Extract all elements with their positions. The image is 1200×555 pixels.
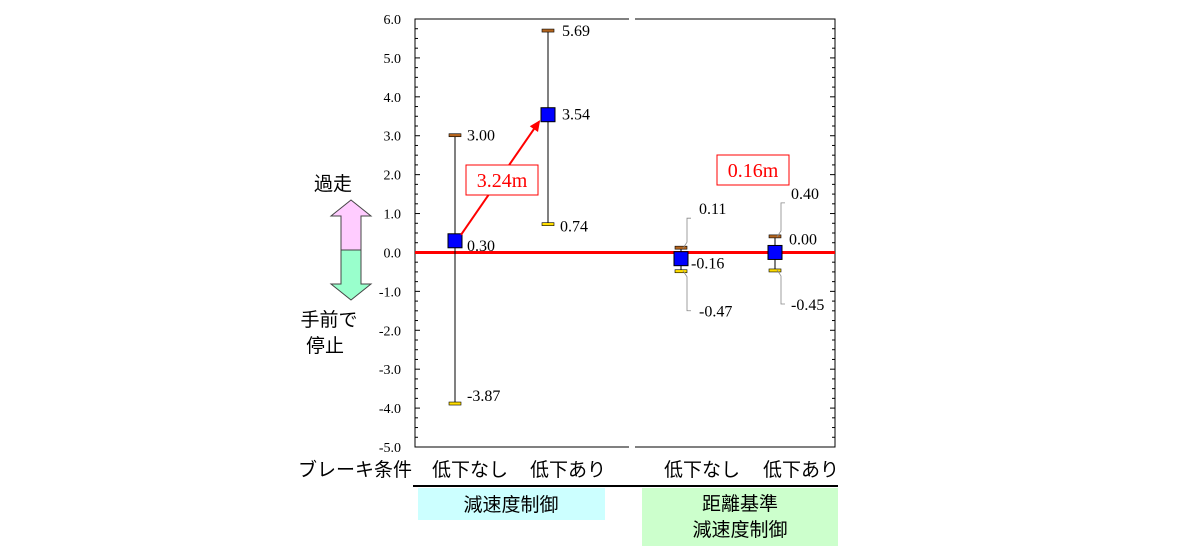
max-data-label: 3.00: [467, 128, 495, 145]
min-cap: [768, 268, 782, 273]
x-category-label: 低下あり: [763, 459, 839, 481]
max-label-leader: [682, 217, 691, 249]
y-tick-label: 5.0: [384, 52, 402, 67]
x-axis-title: ブレーキ条件: [298, 458, 412, 481]
max-data-label: 0.11: [699, 201, 726, 218]
frame-gap-top: [629, 17, 635, 21]
min-data-label: -3.87: [467, 388, 500, 405]
mean-data-label: 3.54: [562, 107, 590, 124]
overshoot-arrow: [329, 199, 373, 251]
annotation-text: 0.16m: [728, 160, 779, 182]
max-cap: [448, 133, 462, 138]
group-label-1: 減速度制御: [463, 494, 558, 516]
min-cap: [541, 222, 555, 226]
x-category-label: 低下なし: [664, 459, 740, 481]
y-tick-label: -5.0: [379, 441, 401, 456]
min-label-leader: [682, 270, 691, 312]
y-tick-label: 1.0: [384, 208, 402, 223]
annotation-text: 3.24m: [477, 170, 528, 192]
max-data-label: 0.40: [791, 186, 819, 203]
min-data-label: 0.74: [560, 219, 588, 236]
annotation-box: [716, 154, 790, 186]
y-tick-label: -2.0: [379, 324, 401, 339]
y-tick-label: 4.0: [384, 91, 402, 106]
mean-data-label: 0.30: [467, 238, 495, 255]
min-data-label: -0.45: [791, 297, 824, 314]
annotation-box: [465, 164, 539, 196]
max-cap: [768, 234, 782, 239]
y-tick-label: -1.0: [379, 285, 401, 300]
mean-marker: [540, 107, 556, 123]
group-label-2-line1: 距離基準: [702, 493, 778, 515]
mean-marker: [767, 244, 783, 260]
min-cap: [674, 269, 688, 274]
y-tick-label: 0.0: [384, 246, 402, 261]
min-label-leader: [776, 269, 785, 305]
y-tick-label: 3.0: [384, 130, 402, 145]
max-cap: [674, 245, 688, 250]
y-tick-label: 2.0: [384, 169, 402, 184]
mean-data-label: 0.00: [789, 231, 817, 248]
mean-marker: [447, 233, 463, 249]
frame-gap-bottom: [629, 445, 635, 449]
max-data-label: 5.69: [562, 23, 590, 40]
x-category-label: 低下あり: [530, 459, 606, 481]
stop-short-arrow: [329, 249, 373, 301]
max-cap: [541, 28, 555, 33]
group-box-2: [642, 488, 838, 546]
max-label-leader: [776, 202, 785, 238]
min-cap: [448, 401, 462, 406]
increase-arrow-head: [529, 120, 541, 132]
mean-marker: [673, 251, 689, 267]
min-data-label: -0.47: [699, 304, 732, 321]
group-box-1: [418, 488, 605, 520]
plot-frame: [414, 18, 836, 448]
overshoot-label: 過走: [314, 173, 352, 195]
stop-short-label-line1: 手前で: [300, 309, 357, 331]
y-tick-label: -3.0: [379, 363, 401, 378]
x-category-label: 低下なし: [432, 459, 508, 481]
stop-short-label-line2: 停止: [306, 335, 344, 357]
y-tick-label: 6.0: [384, 13, 402, 28]
group-label-2-line2: 減速度制御: [692, 519, 787, 541]
y-tick-label: -4.0: [379, 402, 401, 417]
mean-data-label: -0.16: [691, 256, 724, 273]
